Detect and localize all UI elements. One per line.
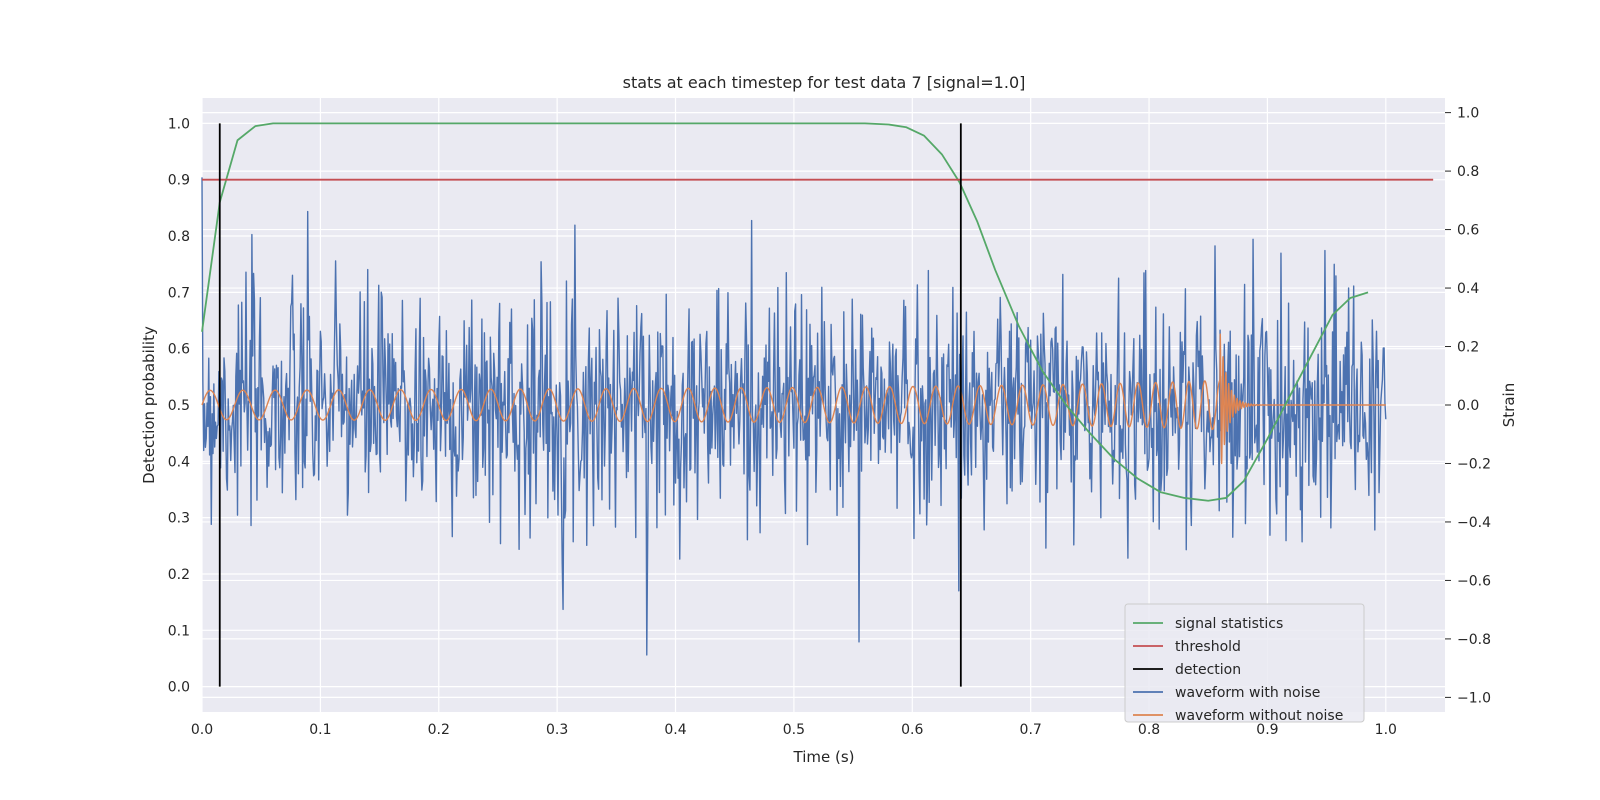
y-tick-label: 0.8	[168, 229, 190, 245]
y-axis-ticks: 0.0 0.1 0.2 0.3 0.4 0.5 0.6 0.7 0.8 0.9 1.0	[168, 116, 190, 695]
y2-tick-label: −0.2	[1457, 456, 1491, 472]
x-tick-label: 0.6	[901, 722, 923, 738]
y2-tick-label: 0.4	[1457, 281, 1479, 297]
y-tick-label: 0.7	[168, 285, 190, 301]
x-tick-label: 0.7	[1020, 722, 1042, 738]
chart-title: stats at each timestep for test data 7 […	[623, 73, 1026, 92]
y2-axis-ticks: −1.0 −0.8 −0.6 −0.4 −0.2 0.0 0.2 0.4 0.6 0.8 1.0	[1445, 106, 1491, 706]
x-tick-label: 0.4	[664, 722, 686, 738]
x-tick-label: 1.0	[1375, 722, 1397, 738]
x-axis-ticks: 0.0 0.1 0.2 0.3 0.4 0.5 0.6 0.7 0.8 0.9 1.0	[191, 722, 1397, 738]
legend-label: waveform without noise	[1175, 708, 1343, 724]
y2-tick-label: −0.8	[1457, 632, 1491, 648]
x-tick-label: 0.1	[309, 722, 331, 738]
y-tick-label: 0.3	[168, 511, 190, 527]
y-tick-label: 0.5	[168, 398, 190, 414]
y-tick-label: 0.2	[168, 567, 190, 583]
y-tick-label: 0.6	[168, 342, 190, 358]
series-waveform-without-noise	[201, 333, 1387, 465]
y2-tick-label: 0.6	[1457, 223, 1479, 239]
legend-label: threshold	[1175, 639, 1241, 655]
y2-axis-label: Strain	[1500, 383, 1518, 427]
y-tick-label: 0.4	[168, 454, 190, 470]
y-axis-label: Detection probability	[140, 326, 158, 484]
series-signal-statistics	[201, 122, 1369, 502]
x-tick-label: 0.5	[783, 722, 805, 738]
legend: signal statistics threshold detection wavef…	[1124, 603, 1365, 724]
y2-tick-label: −0.4	[1457, 515, 1491, 531]
legend-label: detection	[1175, 662, 1241, 678]
y2-tick-label: 0.8	[1457, 164, 1479, 180]
x-tick-label: 0.0	[191, 722, 213, 738]
legend-label: signal statistics	[1175, 616, 1283, 632]
y2-tick-label: 0.0	[1457, 398, 1479, 414]
x-tick-label: 0.8	[1138, 722, 1160, 738]
series-layer	[201, 122, 1434, 687]
y2-tick-label: 1.0	[1457, 106, 1479, 122]
y-tick-label: 1.0	[168, 116, 190, 132]
x-axis-label: Time (s)	[793, 748, 855, 766]
legend-box	[1124, 603, 1365, 723]
x-tick-label: 0.3	[546, 722, 568, 738]
y2-tick-label: −0.6	[1457, 573, 1491, 589]
x-tick-label: 0.2	[428, 722, 450, 738]
y-tick-label: 0.1	[168, 623, 190, 639]
legend-label: waveform with noise	[1175, 685, 1320, 701]
y2-tick-label: 0.2	[1457, 340, 1479, 356]
y-tick-label: 0.9	[168, 173, 190, 189]
y2-tick-label: −1.0	[1457, 690, 1491, 706]
series-waveform-with-noise	[201, 177, 1387, 656]
x-tick-label: 0.9	[1256, 722, 1278, 738]
y-tick-label: 0.0	[168, 680, 190, 696]
